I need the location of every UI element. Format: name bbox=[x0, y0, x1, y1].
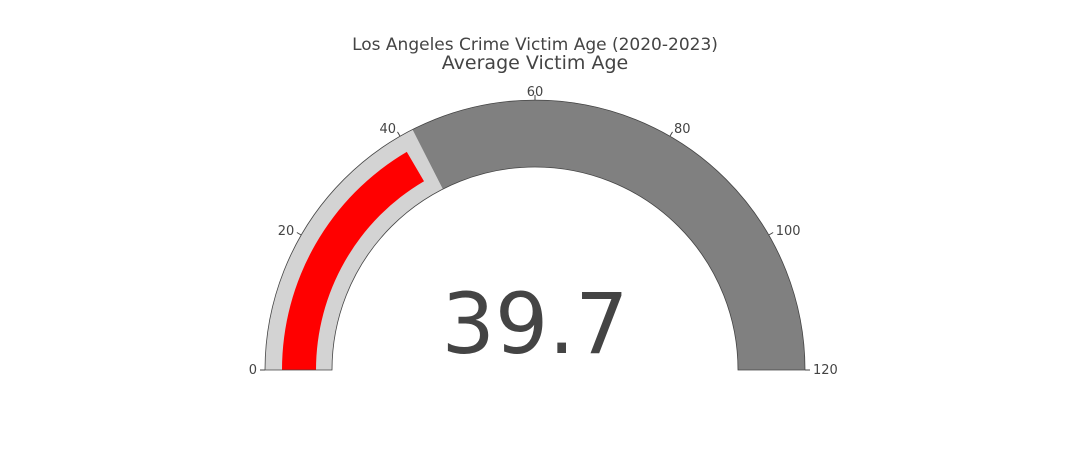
gauge-tick-label-20: 20 bbox=[278, 224, 295, 239]
gauge-value-bar bbox=[282, 151, 425, 370]
chart-subtitle: Average Victim Age bbox=[442, 52, 628, 74]
gauge-tick-label-80: 80 bbox=[674, 122, 691, 137]
gauge-tick-label-120: 120 bbox=[813, 363, 838, 378]
gauge-tick-label-100: 100 bbox=[776, 224, 801, 239]
gauge-tick-20 bbox=[296, 232, 302, 236]
chart-title: Los Angeles Crime Victim Age (2020-2023) bbox=[352, 35, 718, 55]
gauge-tick-100 bbox=[768, 232, 774, 236]
gauge-tick-label-40: 40 bbox=[379, 122, 396, 137]
gauge-outline bbox=[264, 99, 806, 371]
gauge-tick-label-60: 60 bbox=[527, 85, 544, 100]
gauge-tick-80 bbox=[669, 131, 673, 137]
gauge-tick-label-0: 0 bbox=[249, 363, 257, 378]
gauge-step-band-1 bbox=[412, 100, 805, 370]
gauge-value: 39.7 bbox=[441, 275, 628, 373]
gauge-tick-40 bbox=[397, 131, 401, 137]
